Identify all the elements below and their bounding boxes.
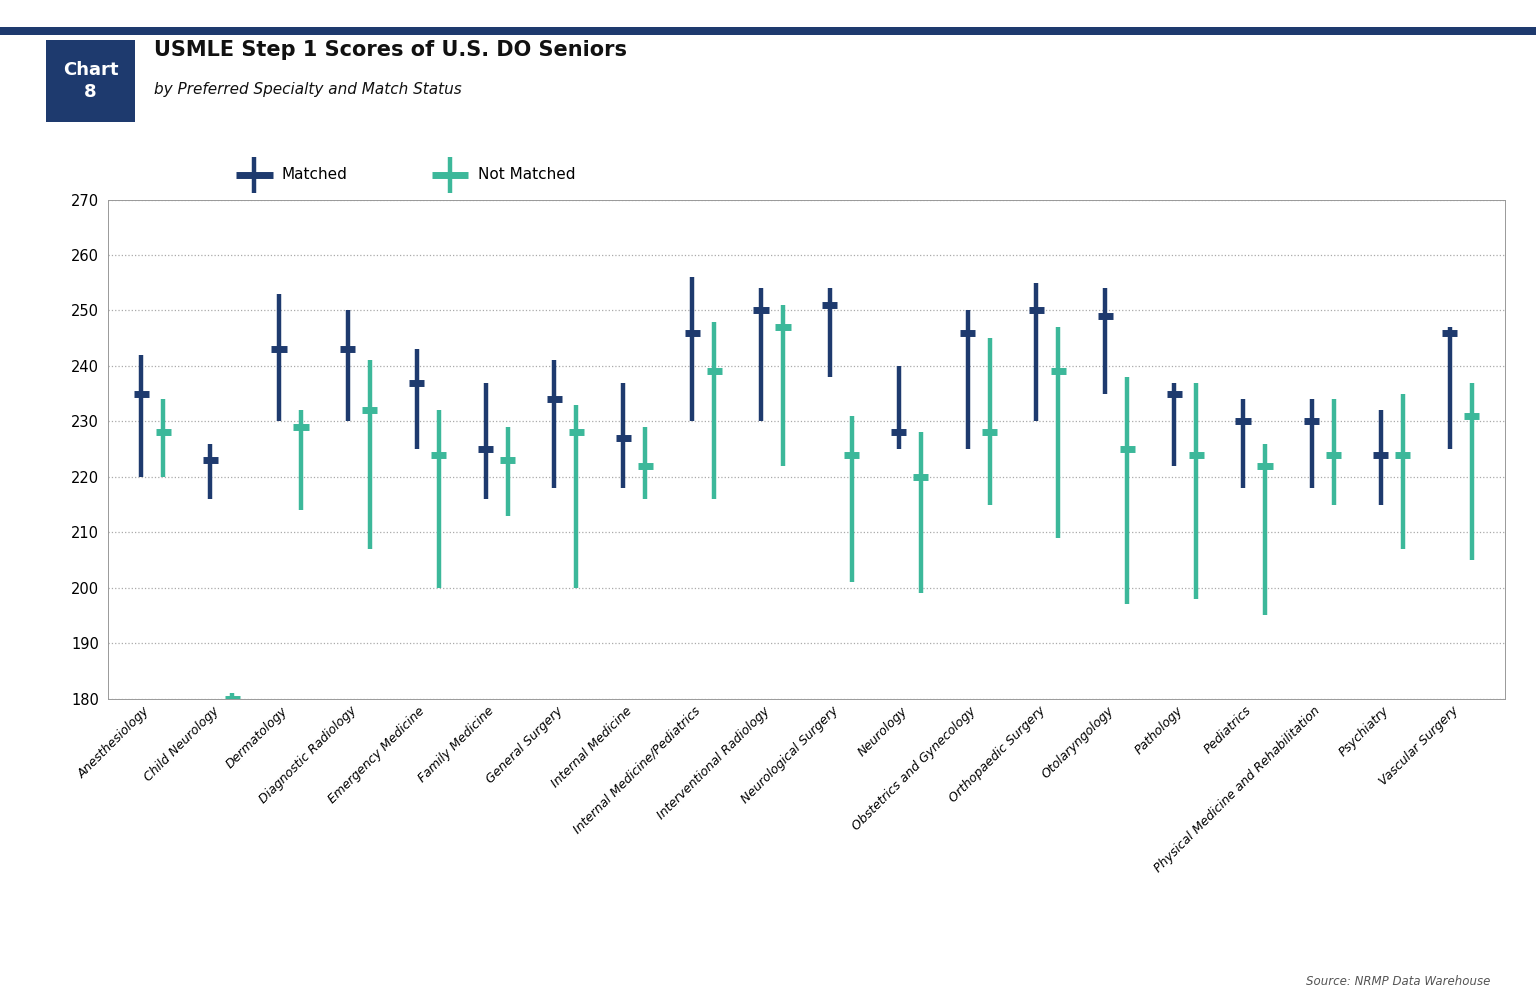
Text: Matched: Matched	[283, 167, 347, 183]
Text: Chart
8: Chart 8	[63, 61, 118, 101]
Text: Not Matched: Not Matched	[478, 167, 574, 183]
Text: USMLE Step 1 Scores of U.S. DO Seniors: USMLE Step 1 Scores of U.S. DO Seniors	[154, 40, 627, 60]
Text: by Preferred Specialty and Match Status: by Preferred Specialty and Match Status	[154, 82, 461, 97]
Text: Source: NRMP Data Warehouse: Source: NRMP Data Warehouse	[1306, 975, 1490, 988]
